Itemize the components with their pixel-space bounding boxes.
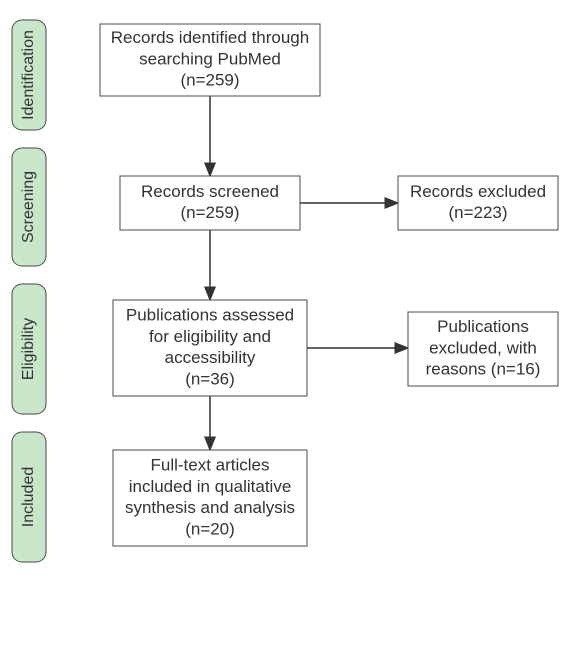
stage-included: Included [12,432,46,562]
stages-layer: Identification Screening Eligibility Includ… [12,20,46,562]
stage-screening: Screening [12,148,46,266]
edges-layer [210,96,408,450]
box-line: reasons (n=16) [426,360,541,379]
box-line: (n=36) [185,369,235,388]
box-line: Full-text articles [150,456,269,475]
stage-identification: Identification [12,20,46,130]
stage-label: Identification [20,30,37,120]
box-line: Records screened [141,182,279,201]
flow-box-b3: Records excluded (n=223) [398,176,558,230]
box-line: Publications [437,317,529,336]
stage-label: Included [20,467,37,528]
box-line: Records excluded [410,182,546,201]
box-line: excluded, with [429,338,537,357]
flow-box-b5: Publications excluded, with reasons (n=16) [408,312,558,386]
boxes-layer: Records identified through searching PubM… [100,24,558,546]
box-line: accessibility [165,348,256,367]
flow-box-b4: Publications assessed for eligibility and… [113,300,307,396]
box-line: Records identified through [111,28,309,47]
flow-box-b2: Records screened (n=259) [120,176,300,230]
prisma-flowchart: Identification Screening Eligibility Includ… [0,0,587,658]
stage-label: Screening [20,171,37,243]
box-line: (n=259) [180,71,239,90]
box-line: (n=259) [180,203,239,222]
stage-label: Eligibility [20,318,37,380]
box-line: for eligibility and [149,327,271,346]
stage-eligibility: Eligibility [12,284,46,414]
box-line: included in qualitative [129,477,292,496]
flow-box-b6: Full-text articles included in qualitativ… [113,450,307,546]
flow-box-b1: Records identified through searching PubM… [100,24,320,96]
box-line: (n=20) [185,519,235,538]
box-line: Publications assessed [126,306,294,325]
box-line: (n=223) [448,203,507,222]
box-line: searching PubMed [139,49,281,68]
box-line: synthesis and analysis [125,498,295,517]
